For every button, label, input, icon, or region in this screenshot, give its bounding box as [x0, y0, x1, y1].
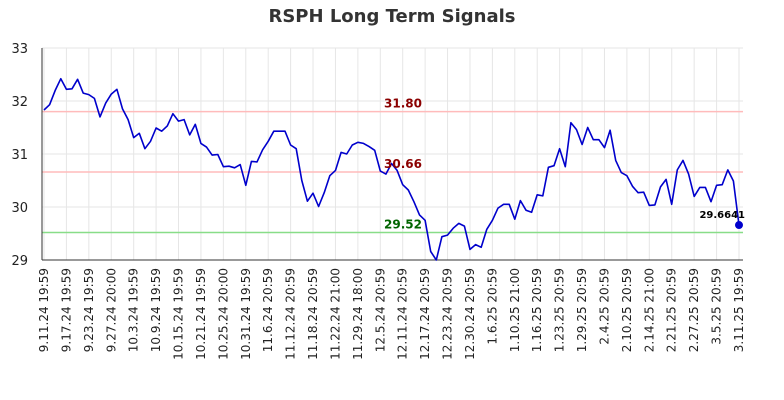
y-tick-label: 30	[11, 201, 28, 216]
x-tick-label: 10.9.24 19:59	[149, 268, 163, 352]
reference-line-label: 29.52	[384, 217, 422, 231]
y-tick-label: 33	[11, 42, 28, 57]
x-tick-label: 3.11.25 19:59	[732, 268, 746, 352]
last-value-label: 29.6641	[699, 210, 745, 221]
reference-lines	[42, 110, 743, 234]
x-tick-label: 1.23.25 20:59	[553, 268, 567, 352]
x-tick-label: 11.12.24 20:59	[284, 268, 298, 360]
x-tick-label: 1.10.25 21:00	[508, 268, 522, 352]
reference-line-label: 30.66	[384, 157, 422, 171]
y-tick-label: 32	[11, 95, 28, 110]
x-tick-label: 12.17.24 20:59	[418, 268, 432, 360]
price-line	[43, 77, 740, 261]
series	[43, 77, 743, 261]
x-tick-label: 2.14.25 21:00	[642, 268, 656, 352]
x-tick-label: 10.3.24 19:59	[127, 268, 141, 352]
x-tick-label: 1.29.25 20:59	[575, 268, 589, 352]
x-tick-label: 3.5.25 20:59	[710, 268, 724, 345]
y-tick-label: 29	[11, 254, 28, 269]
x-tick-label: 11.29.24 18:00	[351, 268, 365, 360]
x-tick-label: 1.6.25 20:59	[485, 268, 499, 345]
axes: 29 30 31 32 33 9.11.24 19:59 9.17.24 19:59 9.23…	[11, 42, 746, 360]
x-tick-label: 9.11.24 19:59	[37, 268, 51, 352]
x-tick-label: 9.23.24 19:59	[82, 268, 96, 352]
x-tick-label: 2.21.25 20:59	[665, 268, 679, 352]
reference-line-label: 31.80	[384, 97, 422, 111]
x-tick-label: 2.27.25 20:59	[687, 268, 701, 352]
x-tick-label: 12.23.24 20:59	[441, 268, 455, 360]
last-point-marker	[735, 221, 743, 230]
x-tick-label: 1.16.25 20:59	[530, 268, 544, 352]
x-tick-label: 11.6.24 20:59	[261, 268, 275, 352]
y-tick-label: 31	[11, 148, 28, 163]
x-tick-label: 10.21.24 19:59	[194, 268, 208, 360]
x-tick-label: 10.25.24 20:00	[216, 268, 230, 360]
x-tick-label: 10.31.24 19:59	[239, 268, 253, 360]
chart-title: RSPH Long Term Signals	[268, 6, 516, 27]
x-tick-label: 12.30.24 20:59	[463, 268, 477, 360]
x-tick-label: 10.15.24 19:59	[172, 268, 186, 360]
x-tick-label: 11.18.24 20:59	[306, 268, 320, 360]
x-tick-label: 11.22.24 21:00	[328, 268, 342, 360]
x-tick-label: 12.11.24 20:59	[396, 268, 410, 360]
labels: 31.80 30.66 29.52 29.6641	[384, 97, 745, 232]
x-tick-label: 9.27.24 20:00	[104, 268, 118, 352]
x-tick-label: 9.17.24 19:59	[59, 268, 73, 352]
x-tick-label: 12.5.24 20:59	[373, 268, 387, 352]
x-tick-label: 2.10.25 20:59	[620, 268, 634, 352]
x-tick-label: 2.4.25 20:59	[597, 268, 611, 345]
